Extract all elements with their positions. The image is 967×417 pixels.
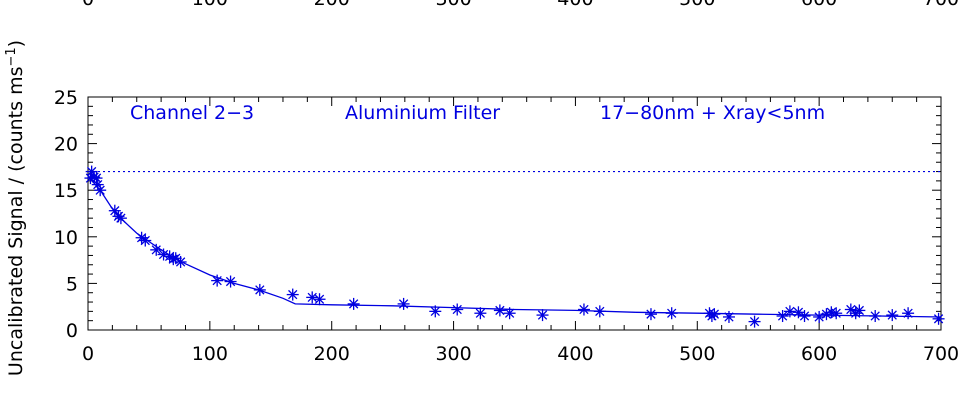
data-point [869,310,882,323]
annotation-filter: Aluminium Filter [345,102,500,124]
data-point [493,304,506,317]
data-point [174,255,187,268]
y-axis-label: Uncalibrated Signal / (counts ms−1) [4,40,27,376]
data-point [139,234,152,247]
top-axis-label: 100 [192,0,228,10]
y-tick-label: 5 [66,273,78,295]
x-tick-label: 200 [314,343,350,365]
top-axis-label: 300 [435,0,471,10]
data-point [577,303,590,316]
top-axis-label: 500 [679,0,715,10]
data-point [798,310,811,323]
data-point [536,309,549,322]
data-point [313,293,326,306]
data-point [503,307,516,320]
data-point [286,288,299,301]
data-point [150,243,163,256]
data-point [820,308,833,321]
y-axis-label-text: Uncalibrated Signal / (counts ms [5,67,27,377]
data-point [644,308,657,321]
data-point [90,172,103,185]
data-point [224,275,237,288]
data-point [253,283,266,296]
data-point [748,315,761,328]
fit-line [87,175,942,318]
x-tick-label: 700 [923,343,959,365]
top-axis-label: 0 [82,0,94,10]
annotations: Channel 2−3 Aluminium Filter 17−80nm + X… [130,102,825,124]
y-tick-label: 0 [66,320,78,342]
top-axis-label: 700 [923,0,959,10]
data-point [593,305,606,318]
data-point [94,184,107,197]
x-tick-label: 0 [82,343,94,365]
data-point [306,291,319,304]
axis-ticks [87,96,942,331]
y-tick-labels: 0 5 10 15 20 25 [54,87,78,342]
data-point [211,274,224,287]
data-point [451,303,464,316]
data-point [792,306,805,319]
x-tick-label: 500 [679,343,715,365]
top-axis-labels: 0 100 200 300 400 500 600 700 [82,0,959,10]
data-point [722,310,735,323]
x-tick-label: 400 [557,343,593,365]
x-tick-label: 600 [801,343,837,365]
y-axis-label-superscript: −1 [4,47,19,66]
data-markers [84,165,945,328]
data-point [902,307,915,320]
data-point [886,309,899,322]
top-axis-label: 400 [557,0,593,10]
data-point [853,304,866,317]
y-tick-label: 25 [54,87,78,109]
x-tick-label: 100 [192,343,228,365]
data-point [783,305,796,318]
top-axis-label: 600 [801,0,837,10]
x-tick-labels: 0 100 200 300 400 500 600 700 [82,343,959,365]
data-point [776,310,789,323]
annotation-channel: Channel 2−3 [130,102,254,124]
data-point [429,305,442,318]
data-point [665,307,678,320]
data-point [397,297,410,310]
data-point [708,308,721,321]
y-tick-label: 10 [54,227,78,249]
plot-frame [87,96,942,331]
x-tick-label: 300 [435,343,471,365]
y-tick-label: 20 [54,134,78,156]
data-point [347,297,360,310]
y-axis-label-close: ) [5,40,27,47]
data-point [474,307,487,320]
top-axis-label: 200 [314,0,350,10]
annotation-band: 17−80nm + Xray<5nm [600,102,825,124]
y-tick-label: 15 [54,180,78,202]
data-point [830,307,843,320]
data-point [114,212,127,225]
svg-text:Uncalibrated Signal / (counts: Uncalibrated Signal / (counts ms−1) [4,40,27,376]
data-point [932,312,945,325]
